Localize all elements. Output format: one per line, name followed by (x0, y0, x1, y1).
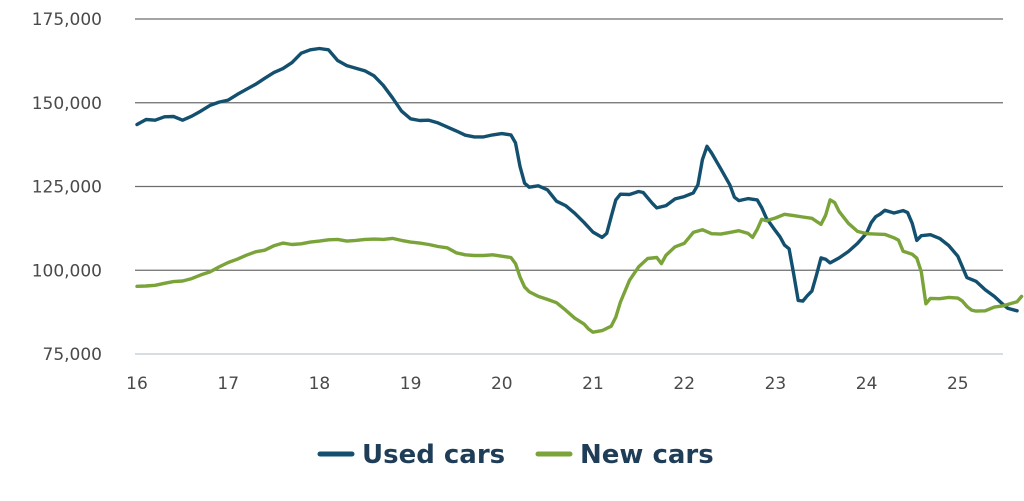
y-tick-label: 150,000 (32, 94, 102, 114)
y-tick-label: 175,000 (32, 10, 102, 30)
x-tick-label: 20 (491, 374, 513, 394)
y-tick-label: 100,000 (32, 261, 102, 281)
x-tick-label: 24 (856, 374, 878, 394)
series-lines (135, 46, 1024, 334)
gridlines (135, 18, 1003, 355)
x-tick-label: 23 (765, 374, 787, 394)
y-tick-label: 125,000 (32, 178, 102, 198)
legend: Used cars New cars (317, 440, 714, 470)
series-line-new-cars (135, 198, 1024, 334)
x-tick-label: 16 (126, 374, 148, 394)
x-tick-label: 21 (582, 374, 604, 394)
x-tick-label: 17 (217, 374, 239, 394)
series-line-used-cars (135, 46, 1019, 313)
x-axis-tick-labels: 16 17 18 19 20 21 22 23 24 25 (126, 374, 968, 394)
legend-label-new-cars: New cars (580, 440, 714, 470)
x-tick-label: 19 (400, 374, 422, 394)
x-tick-label: 22 (673, 374, 695, 394)
y-axis-tick-labels: 75,000 100,000 125,000 150,000 175,000 (32, 10, 102, 365)
x-tick-label: 18 (309, 374, 331, 394)
y-tick-label: 75,000 (43, 345, 102, 365)
x-tick-label: 25 (947, 374, 969, 394)
legend-label-used-cars: Used cars (362, 440, 505, 470)
